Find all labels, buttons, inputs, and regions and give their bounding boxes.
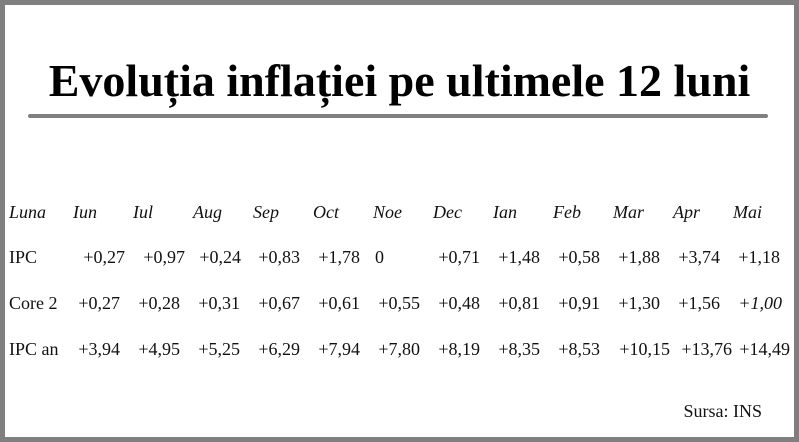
table-cell: +1,56 bbox=[678, 293, 720, 313]
month-header-dec: Dec bbox=[433, 202, 462, 222]
table-cell: +8,53 bbox=[558, 339, 600, 359]
table-cell: +1,78 bbox=[318, 247, 360, 267]
table-cell: +4,95 bbox=[138, 339, 180, 359]
table-cell: +3,94 bbox=[78, 339, 120, 359]
table-cell: +0,24 bbox=[199, 247, 241, 267]
table-cell: +7,94 bbox=[318, 339, 360, 359]
month-header-ian: Ian bbox=[493, 202, 517, 222]
table-cell: +0,31 bbox=[198, 293, 240, 313]
table-cell: +0,28 bbox=[138, 293, 180, 313]
table-cell: +0,27 bbox=[78, 293, 120, 313]
table-cell: +0,97 bbox=[143, 247, 185, 267]
table-cell: +1,30 bbox=[618, 293, 660, 313]
month-header-apr: Apr bbox=[673, 202, 700, 222]
table-row-core2: Core 2 +0,27 +0,28 +0,31 +0,67 +0,61 +0,55 +0,… bbox=[5, 291, 794, 315]
row-label-ipc: IPC bbox=[9, 247, 38, 267]
table-cell: +14,49 bbox=[739, 339, 790, 359]
month-header-iul: Iul bbox=[133, 202, 153, 222]
table-cell: +0,67 bbox=[258, 293, 300, 313]
table-cell: +8,19 bbox=[438, 339, 480, 359]
month-header-sep: Sep bbox=[253, 202, 279, 222]
month-header-mar: Mar bbox=[613, 202, 644, 222]
table-cell: +1,00 bbox=[738, 293, 782, 313]
table-header-row: Luna Iun Iul Aug Sep Oct Noe Dec Ian Feb Mar Apr Ma… bbox=[5, 200, 794, 224]
table-cell: +3,74 bbox=[678, 247, 720, 267]
table-cell: +10,15 bbox=[619, 339, 670, 359]
row-label-ipc-an: IPC an bbox=[9, 339, 59, 359]
table-cell: +0,81 bbox=[498, 293, 540, 313]
table-cell: +1,18 bbox=[738, 247, 780, 267]
title-underline bbox=[28, 114, 768, 118]
table-cell: +0,91 bbox=[558, 293, 600, 313]
header-label: Luna bbox=[9, 202, 47, 222]
month-header-noe: Noe bbox=[373, 202, 402, 222]
table-cell: +6,29 bbox=[258, 339, 300, 359]
table-cell: +1,48 bbox=[498, 247, 540, 267]
table-row-ipc: IPC +0,27 +0,97 +0,24 +0,83 +1,78 0 +0,71 +1,48… bbox=[5, 245, 794, 269]
table-cell: +0,71 bbox=[438, 247, 480, 267]
table-cell: +7,80 bbox=[378, 339, 420, 359]
table-cell: +0,48 bbox=[438, 293, 480, 313]
table-cell: +0,61 bbox=[318, 293, 360, 313]
page-title: Evoluția inflației pe ultimele 12 luni bbox=[48, 55, 751, 106]
table-cell: +1,88 bbox=[618, 247, 660, 267]
month-header-oct: Oct bbox=[313, 202, 339, 222]
source-note: Sursa: INS bbox=[683, 401, 762, 421]
table-cell: +0,58 bbox=[558, 247, 600, 267]
table-cell: +8,35 bbox=[498, 339, 540, 359]
month-header-aug: Aug bbox=[193, 202, 222, 222]
table-cell: +0,55 bbox=[378, 293, 420, 313]
month-header-iun: Iun bbox=[73, 202, 97, 222]
table-cell: +5,25 bbox=[198, 339, 240, 359]
row-label-core2: Core 2 bbox=[9, 293, 58, 313]
month-header-mai: Mai bbox=[733, 202, 762, 222]
table-row-ipc-an: IPC an +3,94 +4,95 +5,25 +6,29 +7,94 +7,80 +8,… bbox=[5, 337, 794, 361]
table-cell: +13,76 bbox=[681, 339, 732, 359]
table-cell: 0 bbox=[375, 247, 384, 267]
month-header-feb: Feb bbox=[553, 202, 581, 222]
table-cell: +0,27 bbox=[83, 247, 125, 267]
table-cell: +0,83 bbox=[258, 247, 300, 267]
